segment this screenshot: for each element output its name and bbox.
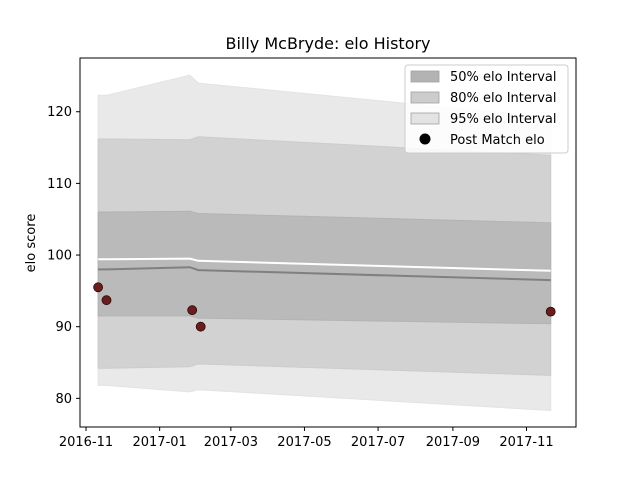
- white-line: [98, 257, 551, 272]
- post-match-elo-point: [101, 295, 112, 306]
- x-tick-label: 2017-01: [132, 435, 186, 450]
- y-tick-label: 90: [55, 320, 72, 335]
- post-match-elo-point: [187, 305, 198, 316]
- y-tick-label: 120: [47, 105, 72, 120]
- legend-swatch: [410, 91, 440, 104]
- plot-frame: [79, 57, 577, 428]
- x-tick-label: 2017-03: [204, 435, 258, 450]
- chart-title: Billy McBryde: elo History: [225, 34, 430, 53]
- x-axis: 2016-11 2017-01 2017-03 2017-05 2017-07 2017-…: [59, 427, 554, 450]
- legend-label: 80% elo Interval: [450, 91, 557, 106]
- y-tick-label: 100: [47, 249, 72, 264]
- x-tick-label: 2016-11: [59, 435, 113, 450]
- legend-label: 95% elo Interval: [450, 112, 557, 127]
- legend-swatch: [410, 70, 440, 83]
- legend-marker: [419, 133, 431, 145]
- y-tick-label: 80: [55, 392, 72, 407]
- y-axis: 80 90 100 110 120: [47, 105, 80, 407]
- x-tick-label: 2017-05: [277, 435, 331, 450]
- plot-area: [93, 74, 556, 412]
- post-match-elo-point: [545, 306, 556, 317]
- band-ci50: [97, 210, 552, 325]
- x-tick-label: 2017-07: [351, 435, 405, 450]
- y-tick-label: 110: [47, 177, 72, 192]
- mean-elo-line: [98, 266, 551, 282]
- post-match-elo-point: [195, 321, 206, 332]
- x-tick-label: 2017-09: [426, 435, 480, 450]
- x-tick-label: 2017-11: [499, 435, 553, 450]
- legend-swatch: [410, 112, 440, 125]
- legend-box: [404, 64, 569, 154]
- y-axis-label: elo score: [24, 214, 39, 273]
- post-match-elo-point: [93, 282, 103, 293]
- legend: 50% elo Interval 80% elo Interval 95% elo …: [404, 64, 569, 154]
- legend-label: Post Match elo: [450, 133, 545, 148]
- legend-label: 50% elo Interval: [450, 70, 557, 85]
